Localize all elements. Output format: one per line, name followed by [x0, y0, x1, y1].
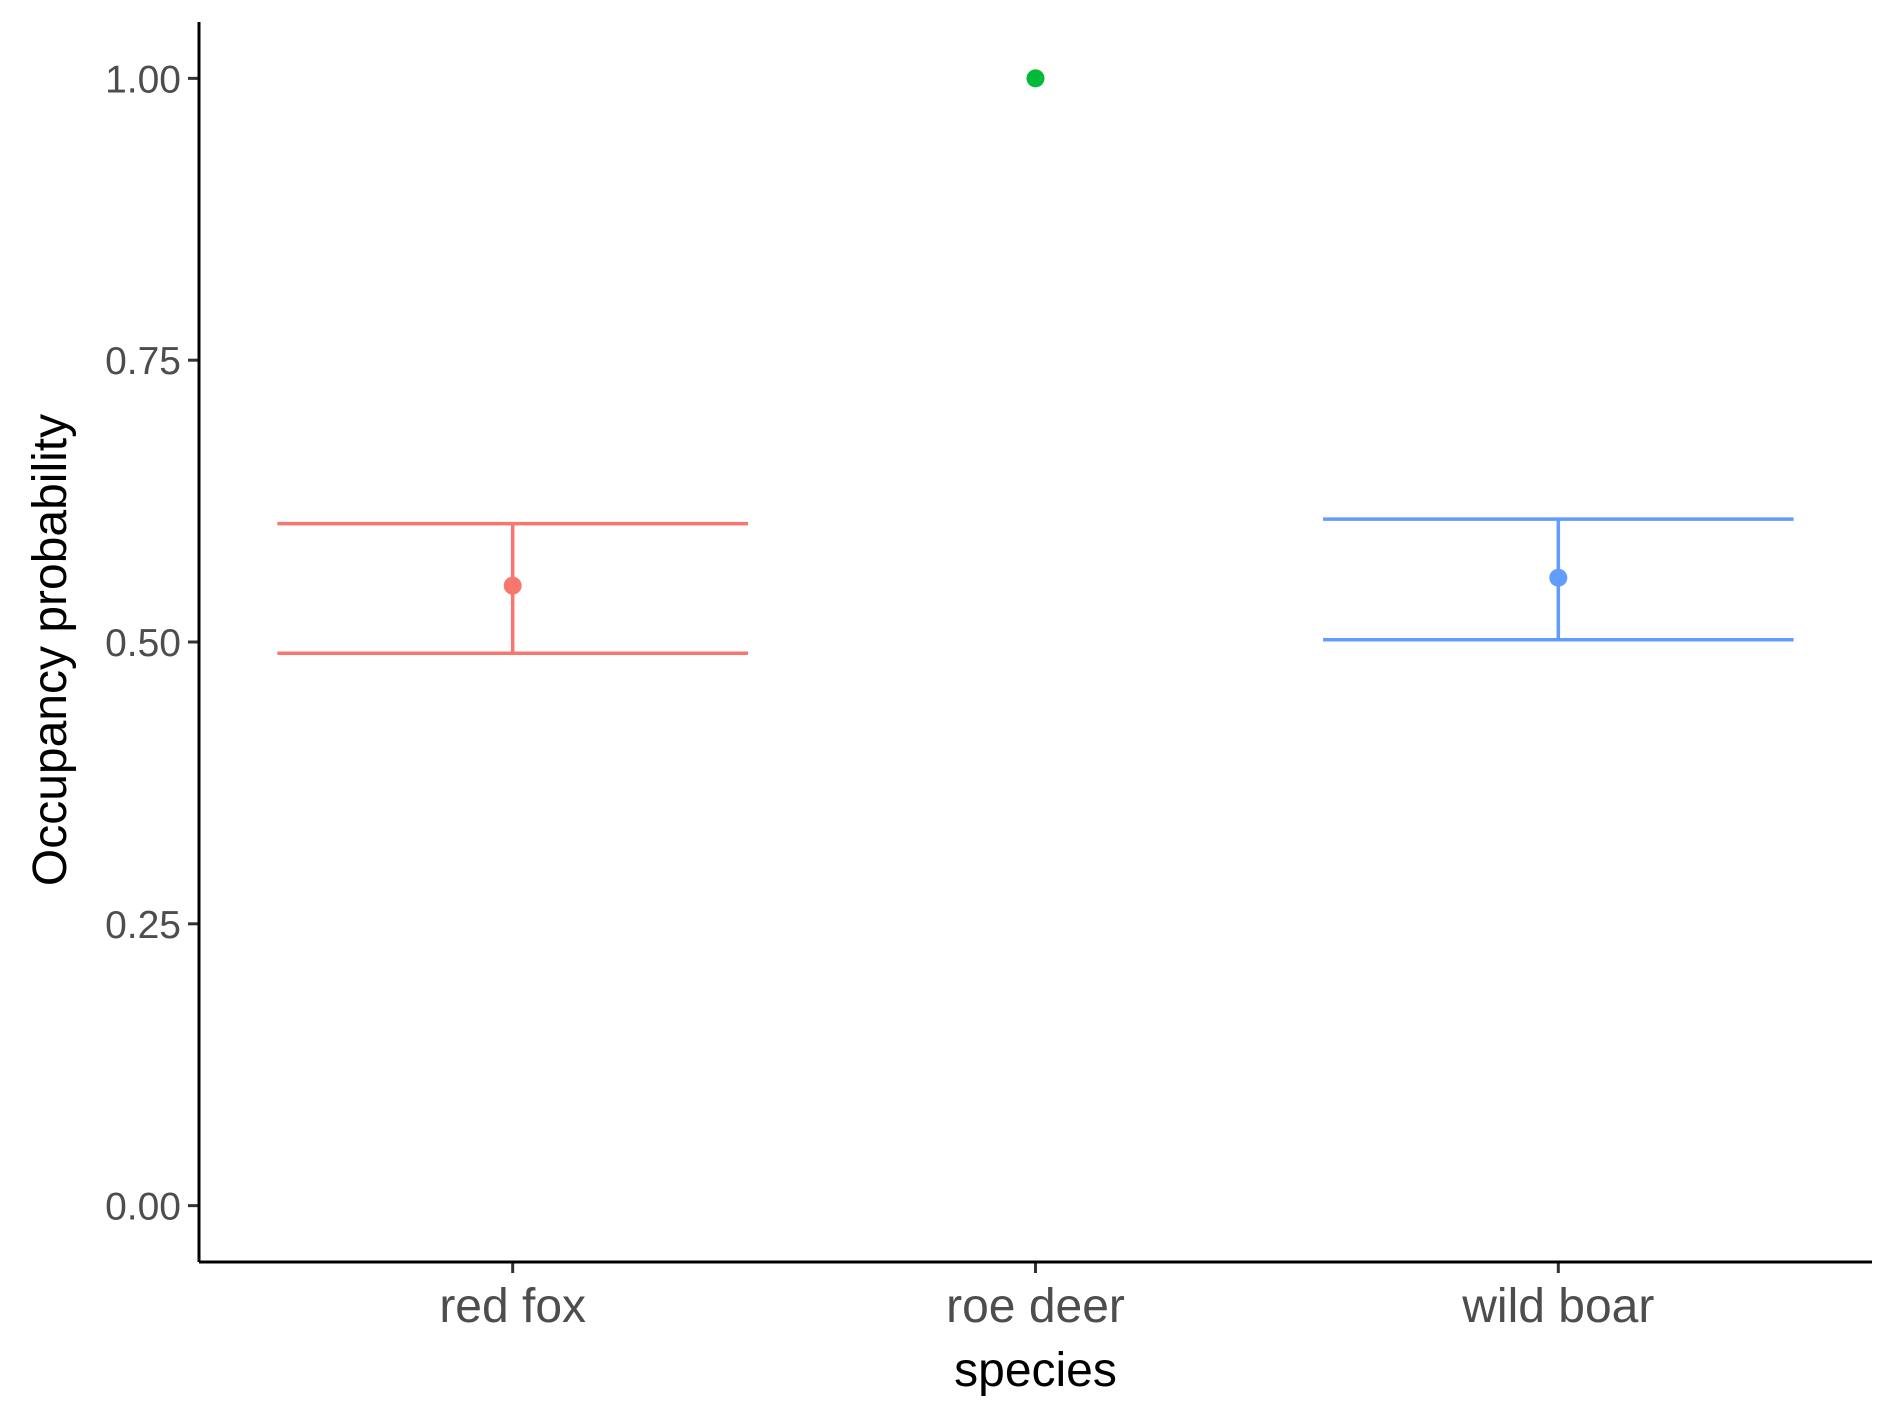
- plot-marks: [277, 69, 1794, 656]
- x-tick-label: roe deer: [946, 1280, 1125, 1333]
- x-tick-label: wild boar: [1461, 1280, 1654, 1333]
- x-tick-label: red fox: [439, 1280, 586, 1333]
- y-tick-label: 0.00: [105, 1186, 181, 1229]
- y-axis-ticks: 0.00 0.25 0.50 0.75 1.00: [105, 58, 199, 1229]
- y-tick-label: 0.75: [105, 340, 181, 383]
- y-tick-label: 0.25: [105, 904, 181, 947]
- x-axis-ticks: red fox roe deer wild boar: [439, 1262, 1654, 1333]
- y-axis-title: Occupancy probability: [24, 414, 77, 886]
- estimate-point: [503, 576, 522, 595]
- y-tick-label: 0.50: [105, 622, 181, 665]
- estimate-point: [1026, 69, 1045, 88]
- x-axis-title: species: [954, 1344, 1117, 1397]
- y-tick-label: 1.00: [105, 58, 181, 101]
- estimate-point: [1549, 568, 1568, 587]
